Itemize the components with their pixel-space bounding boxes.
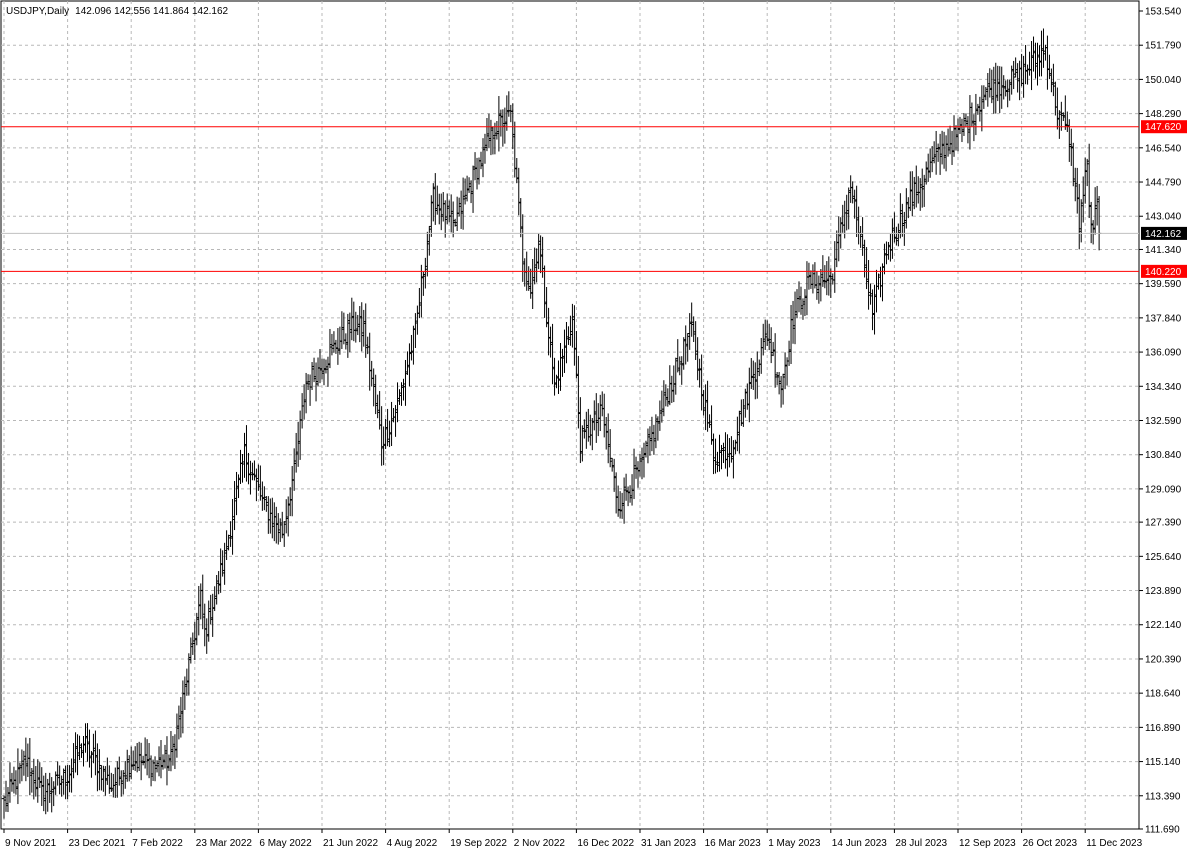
y-tick-label: 144.790 bbox=[1145, 178, 1182, 189]
y-tick-label: 120.390 bbox=[1145, 654, 1182, 665]
x-tick-label: 11 Dec 2023 bbox=[1086, 838, 1142, 849]
x-tick-label: 2 Nov 2022 bbox=[514, 838, 566, 849]
x-tick-label: 26 Oct 2023 bbox=[1023, 838, 1078, 849]
y-tick-label: 151.790 bbox=[1145, 41, 1182, 52]
horizontal-line-label: 147.620 bbox=[1145, 122, 1182, 133]
x-tick-label: 6 May 2022 bbox=[259, 838, 312, 849]
x-tick-label: 21 Jun 2022 bbox=[323, 838, 378, 849]
horizontal-line-tag bbox=[1141, 264, 1187, 278]
horizontal-line-label: 140.220 bbox=[1145, 267, 1182, 278]
ohlc-bars bbox=[1, 28, 1102, 819]
y-tick-label: 129.090 bbox=[1145, 484, 1182, 495]
y-tick-label: 115.140 bbox=[1145, 757, 1181, 768]
symbol-label: USDJPY,Daily bbox=[6, 6, 69, 17]
y-tick-label: 113.390 bbox=[1145, 791, 1181, 802]
y-tick-label: 153.540 bbox=[1145, 7, 1182, 18]
ohlc-readout: 142.096 142.556 141.864 142.162 bbox=[75, 6, 228, 17]
y-tick-label: 111.690 bbox=[1145, 825, 1180, 836]
chart-header: USDJPY,Daily 142.096 142.556 141.864 142.… bbox=[6, 6, 229, 17]
x-tick-label: 23 Dec 2021 bbox=[69, 838, 126, 849]
plot-area[interactable] bbox=[0, 0, 1140, 830]
y-tick-label: 127.390 bbox=[1145, 518, 1182, 529]
y-tick-label: 130.840 bbox=[1145, 450, 1182, 461]
x-tick-label: 7 Feb 2022 bbox=[132, 838, 183, 849]
time-axis[interactable]: 9 Nov 2021 23 Dec 2021 7 Feb 2022 23 Mar 20… bbox=[3, 829, 1143, 849]
y-tick-label: 122.140 bbox=[1145, 620, 1182, 631]
x-tick-label: 16 Mar 2023 bbox=[705, 838, 762, 849]
y-tick-label: 139.590 bbox=[1145, 279, 1182, 290]
y-tick-label: 141.340 bbox=[1145, 245, 1182, 256]
x-tick-label: 12 Sep 2023 bbox=[959, 838, 1016, 849]
current-price-tag bbox=[1141, 226, 1187, 240]
y-tick-label: 150.040 bbox=[1145, 75, 1182, 86]
y-tick-label: 116.890 bbox=[1145, 723, 1181, 734]
x-tick-label: 14 Jun 2023 bbox=[832, 838, 887, 849]
y-tick-label: 146.540 bbox=[1145, 143, 1182, 154]
y-tick-label: 132.590 bbox=[1145, 416, 1182, 427]
y-tick-label: 134.340 bbox=[1145, 382, 1182, 393]
horizontal-lines[interactable]: 147.620 140.220 bbox=[1, 120, 1187, 278]
x-tick-label: 1 May 2023 bbox=[768, 838, 821, 849]
x-tick-label: 16 Dec 2022 bbox=[577, 838, 634, 849]
y-tick-label: 118.640 bbox=[1145, 689, 1181, 700]
x-tick-label: 23 Mar 2022 bbox=[196, 838, 253, 849]
y-tick-label: 148.290 bbox=[1145, 109, 1182, 120]
y-tick-label: 137.840 bbox=[1145, 313, 1182, 324]
horizontal-line-tag bbox=[1141, 120, 1187, 134]
x-tick-label: 9 Nov 2021 bbox=[5, 838, 57, 849]
x-tick-label: 4 Aug 2022 bbox=[387, 838, 438, 849]
x-tick-label: 31 Jan 2023 bbox=[641, 838, 696, 849]
x-tick-label: 28 Jul 2023 bbox=[895, 838, 947, 849]
price-axis[interactable]: 153.540 151.790 150.040 148.290 146.540 144.7… bbox=[1139, 7, 1187, 836]
x-tick-label: 19 Sep 2022 bbox=[450, 838, 507, 849]
y-tick-label: 125.640 bbox=[1145, 552, 1182, 563]
y-tick-label: 143.040 bbox=[1145, 212, 1182, 223]
current-price-label: 142.162 bbox=[1145, 229, 1182, 240]
y-tick-label: 123.890 bbox=[1145, 586, 1182, 597]
y-tick-label: 136.090 bbox=[1145, 348, 1182, 359]
